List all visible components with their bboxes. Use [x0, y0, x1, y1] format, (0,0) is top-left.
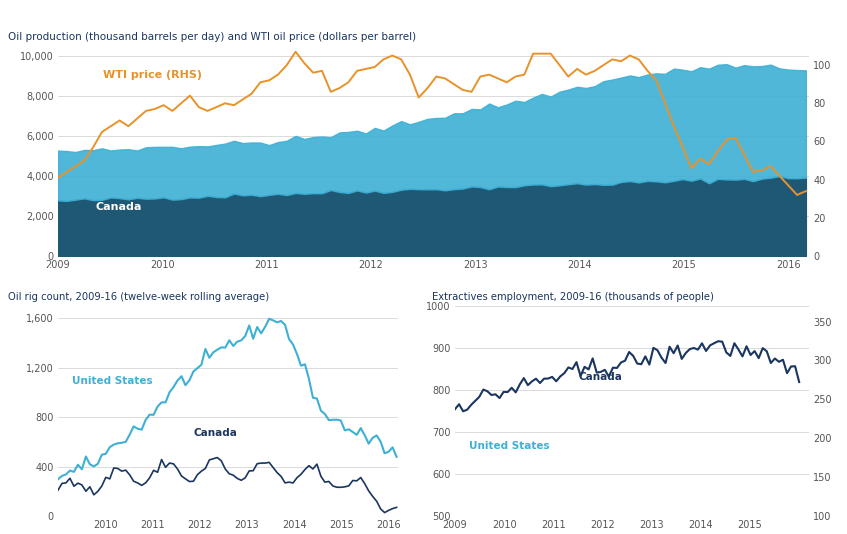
Text: ... with acute consequences for the sector: ... with acute consequences for the sect… [7, 268, 303, 280]
Text: Oil production (thousand barrels per day) and WTI oil price (dollars per barrel): Oil production (thousand barrels per day… [8, 32, 417, 42]
Text: United States: United States [72, 376, 152, 386]
Text: WTI price (RHS): WTI price (RHS) [103, 69, 202, 80]
Text: US and Canadian oil producers post record output despite falling prices ...: US and Canadian oil producers post recor… [7, 7, 529, 20]
Text: Canada: Canada [96, 202, 142, 212]
Text: Canada: Canada [194, 428, 238, 438]
Text: Canada: Canada [579, 372, 623, 381]
Text: United States: United States [163, 116, 248, 125]
Text: Oil rig count, 2009-16 (twelve-week rolling average): Oil rig count, 2009-16 (twelve-week roll… [8, 292, 269, 302]
Text: United States: United States [469, 441, 550, 451]
Text: Extractives employment, 2009-16 (thousands of people): Extractives employment, 2009-16 (thousan… [432, 292, 714, 302]
